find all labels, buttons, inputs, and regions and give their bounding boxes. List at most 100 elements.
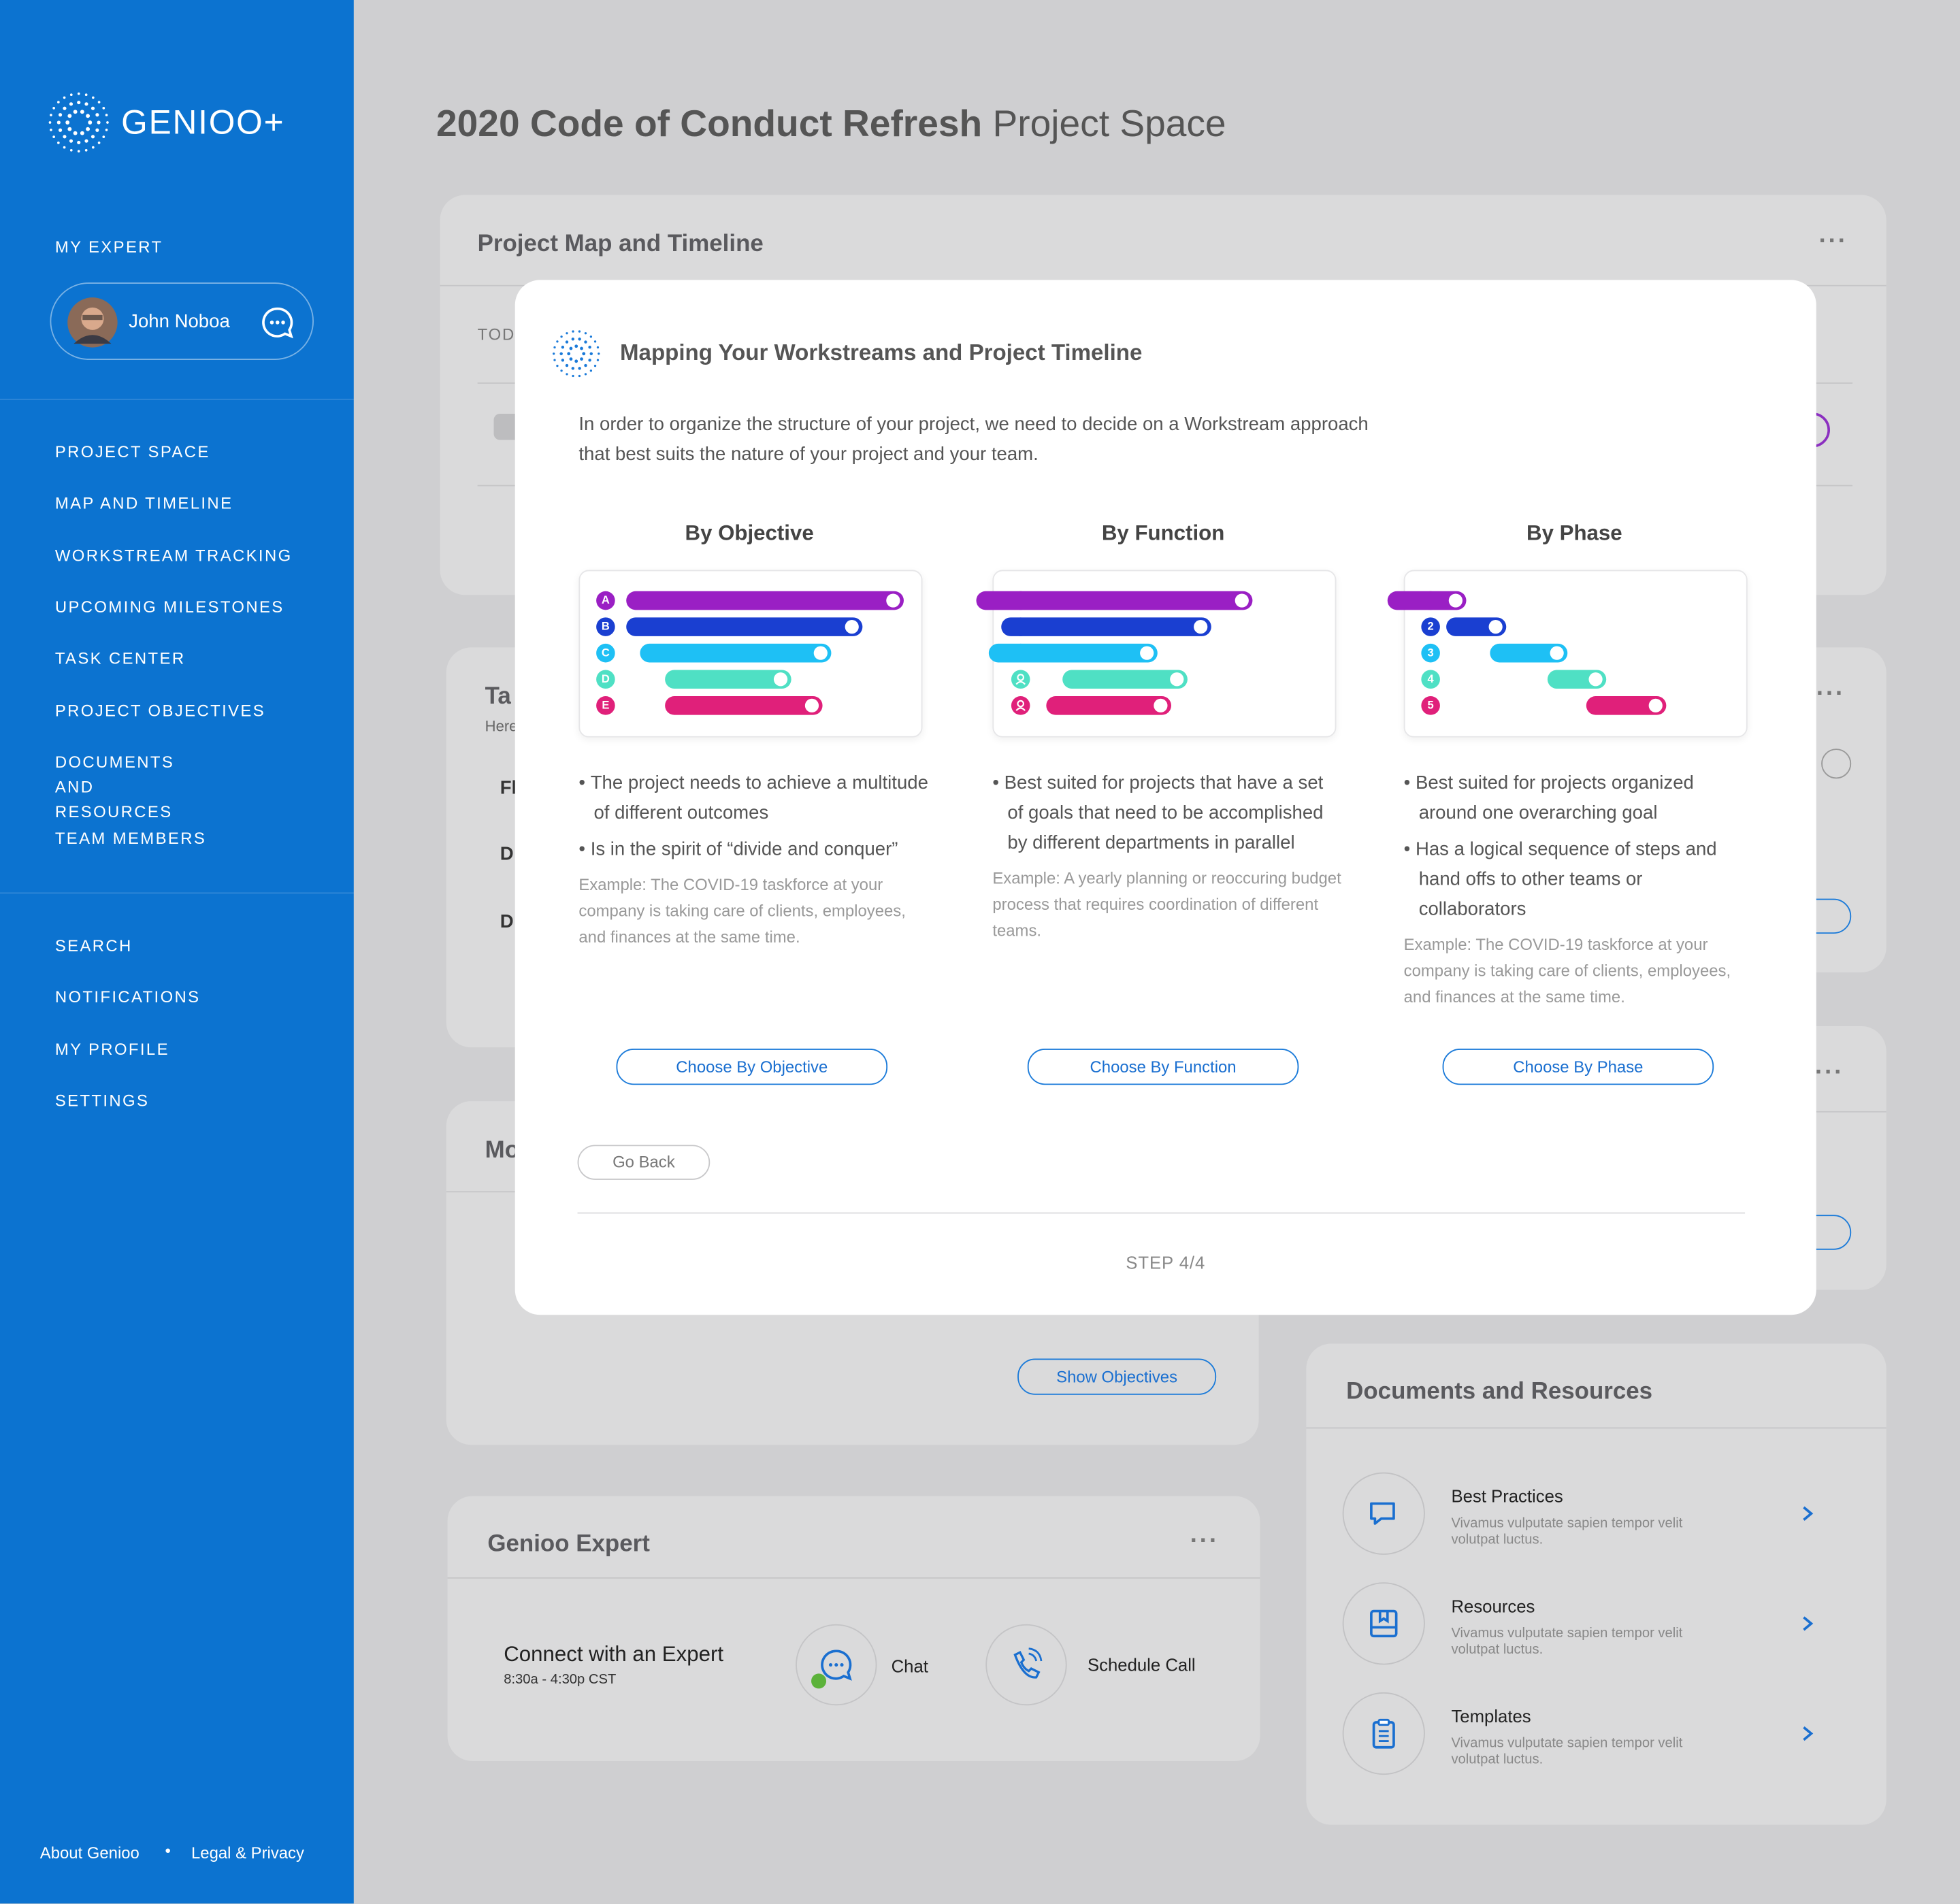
logo-mark xyxy=(48,92,109,153)
logo-dot xyxy=(84,148,88,152)
logo-dot xyxy=(58,113,63,117)
bullet: Best suited for projects that have a set… xyxy=(992,769,1342,859)
example: Example: A yearly planning or reoccuring… xyxy=(992,868,1341,940)
logo-dot xyxy=(77,101,81,105)
icon xyxy=(1370,1502,1395,1525)
logo-dot xyxy=(572,330,574,333)
option-heading: By Phase xyxy=(1526,521,1622,545)
logo-dot xyxy=(565,363,569,367)
nav-item[interactable]: PROJECT SPACE xyxy=(54,442,210,461)
logo-dot xyxy=(97,142,101,144)
bar-knob xyxy=(1648,698,1663,712)
marker xyxy=(1011,696,1030,715)
nav-item[interactable]: NOTIFICATIONS xyxy=(54,987,201,1006)
bullet: Best suited for projects organized aroun… xyxy=(1404,769,1754,829)
logo-dot xyxy=(84,93,88,97)
doc-arrow[interactable] xyxy=(1799,1505,1816,1528)
chat-label: Chat xyxy=(891,1656,928,1677)
logo-dot xyxy=(50,114,52,116)
card-title: Ta xyxy=(485,683,511,710)
choose-button[interactable]: Choose By Phase xyxy=(1442,1049,1714,1085)
bar-knob xyxy=(804,698,819,712)
logo-dot xyxy=(77,92,80,95)
doc-icon[interactable] xyxy=(1342,1472,1425,1555)
nav-item[interactable]: UPCOMING MILESTONES xyxy=(54,597,284,617)
more-menu[interactable]: ··· xyxy=(1190,1527,1219,1555)
option-text: Best suited for projects that have a set… xyxy=(992,769,1342,944)
choose-button[interactable]: Choose By Function xyxy=(1027,1049,1299,1085)
dropdown[interactable] xyxy=(1821,749,1852,779)
chat-button[interactable] xyxy=(795,1624,880,1709)
bar xyxy=(1547,670,1607,689)
nav-item[interactable]: PROJECT OBJECTIVES xyxy=(54,701,266,720)
marker: 4 xyxy=(1421,670,1440,689)
more-menu[interactable]: ··· xyxy=(1816,680,1845,708)
nav-item[interactable]: TASK CENTER xyxy=(54,649,186,668)
nav-item[interactable]: SETTINGS xyxy=(54,1091,150,1111)
expert-pill[interactable]: John Noboa xyxy=(50,282,314,360)
modal-intro: In order to organize the structure of yo… xyxy=(578,413,1369,465)
bar-knob xyxy=(1448,593,1463,608)
logo-dot xyxy=(57,142,60,144)
logo-dot xyxy=(105,129,108,131)
logo-dot xyxy=(91,106,95,110)
nav-item[interactable]: SEARCH xyxy=(54,936,133,955)
logo-dot xyxy=(80,110,84,114)
expert-name: John Noboa xyxy=(129,311,230,333)
logo-dot xyxy=(63,135,67,139)
bar-knob xyxy=(1170,672,1184,687)
step-indicator: STEP 4/4 xyxy=(1126,1252,1206,1273)
bar-knob xyxy=(1488,620,1503,634)
task-row: D xyxy=(500,843,514,866)
nav-item[interactable]: MY PROFILE xyxy=(54,1040,169,1059)
more-menu[interactable]: ··· xyxy=(1818,227,1848,255)
card-title: Mo xyxy=(485,1137,520,1164)
card-title: Genioo Expert xyxy=(487,1530,650,1558)
bar-knob xyxy=(1550,646,1564,660)
logo-dot xyxy=(102,135,105,138)
show-objectives-button[interactable]: Show Objectives xyxy=(1017,1358,1217,1395)
marker: 5 xyxy=(1421,696,1440,715)
footer-separator: • xyxy=(165,1841,171,1860)
nav-item[interactable]: MAP AND TIMELINE xyxy=(54,493,233,513)
logo-dot xyxy=(69,102,74,106)
icon xyxy=(1372,1718,1395,1749)
logo-dot xyxy=(574,344,578,348)
choose-button[interactable]: Choose By Objective xyxy=(616,1049,888,1085)
bar-knob xyxy=(773,672,788,687)
nav-item[interactable]: TEAM MEMBERS xyxy=(54,828,207,848)
bar xyxy=(1490,643,1568,663)
logo-dot xyxy=(50,129,52,131)
doc-arrow[interactable] xyxy=(1799,1725,1816,1749)
logo-dot xyxy=(589,335,593,338)
modal: Mapping Your Workstreams and Project Tim… xyxy=(514,280,1816,1315)
marker: B xyxy=(596,617,615,636)
footer-link[interactable]: About Genioo xyxy=(39,1843,140,1862)
marker: C xyxy=(596,643,615,663)
logo-dot xyxy=(86,127,91,131)
call-button[interactable] xyxy=(985,1624,1070,1709)
logo-dot xyxy=(58,128,63,132)
bullet: Is in the spirit of “divide and conquer” xyxy=(578,835,928,865)
bar-knob xyxy=(1140,646,1154,660)
logo-dot xyxy=(584,332,587,335)
more-menu[interactable]: ··· xyxy=(1814,1058,1844,1087)
modal-logo xyxy=(553,330,600,378)
doc-arrow[interactable] xyxy=(1799,1615,1816,1639)
logo-dot xyxy=(589,370,593,372)
bar xyxy=(1046,696,1172,715)
card-subtitle: Here xyxy=(485,717,518,735)
doc-icon[interactable] xyxy=(1342,1582,1425,1665)
expert-hours: 8:30a - 4:30p CST xyxy=(504,1672,617,1688)
doc-title: Templates xyxy=(1451,1706,1531,1726)
nav-item[interactable]: DOCUMENTS AND RESOURCES xyxy=(54,752,175,821)
nav-item[interactable]: WORKSTREAM TRACKING xyxy=(54,546,293,565)
logo-dot xyxy=(598,352,600,355)
footer-link[interactable]: Legal & Privacy xyxy=(191,1843,304,1862)
go-back-button[interactable]: Go Back xyxy=(577,1145,710,1180)
doc-icon[interactable] xyxy=(1342,1692,1425,1775)
logo-dot xyxy=(52,107,55,110)
logo-dot xyxy=(48,121,52,124)
logo-dot xyxy=(56,120,61,125)
